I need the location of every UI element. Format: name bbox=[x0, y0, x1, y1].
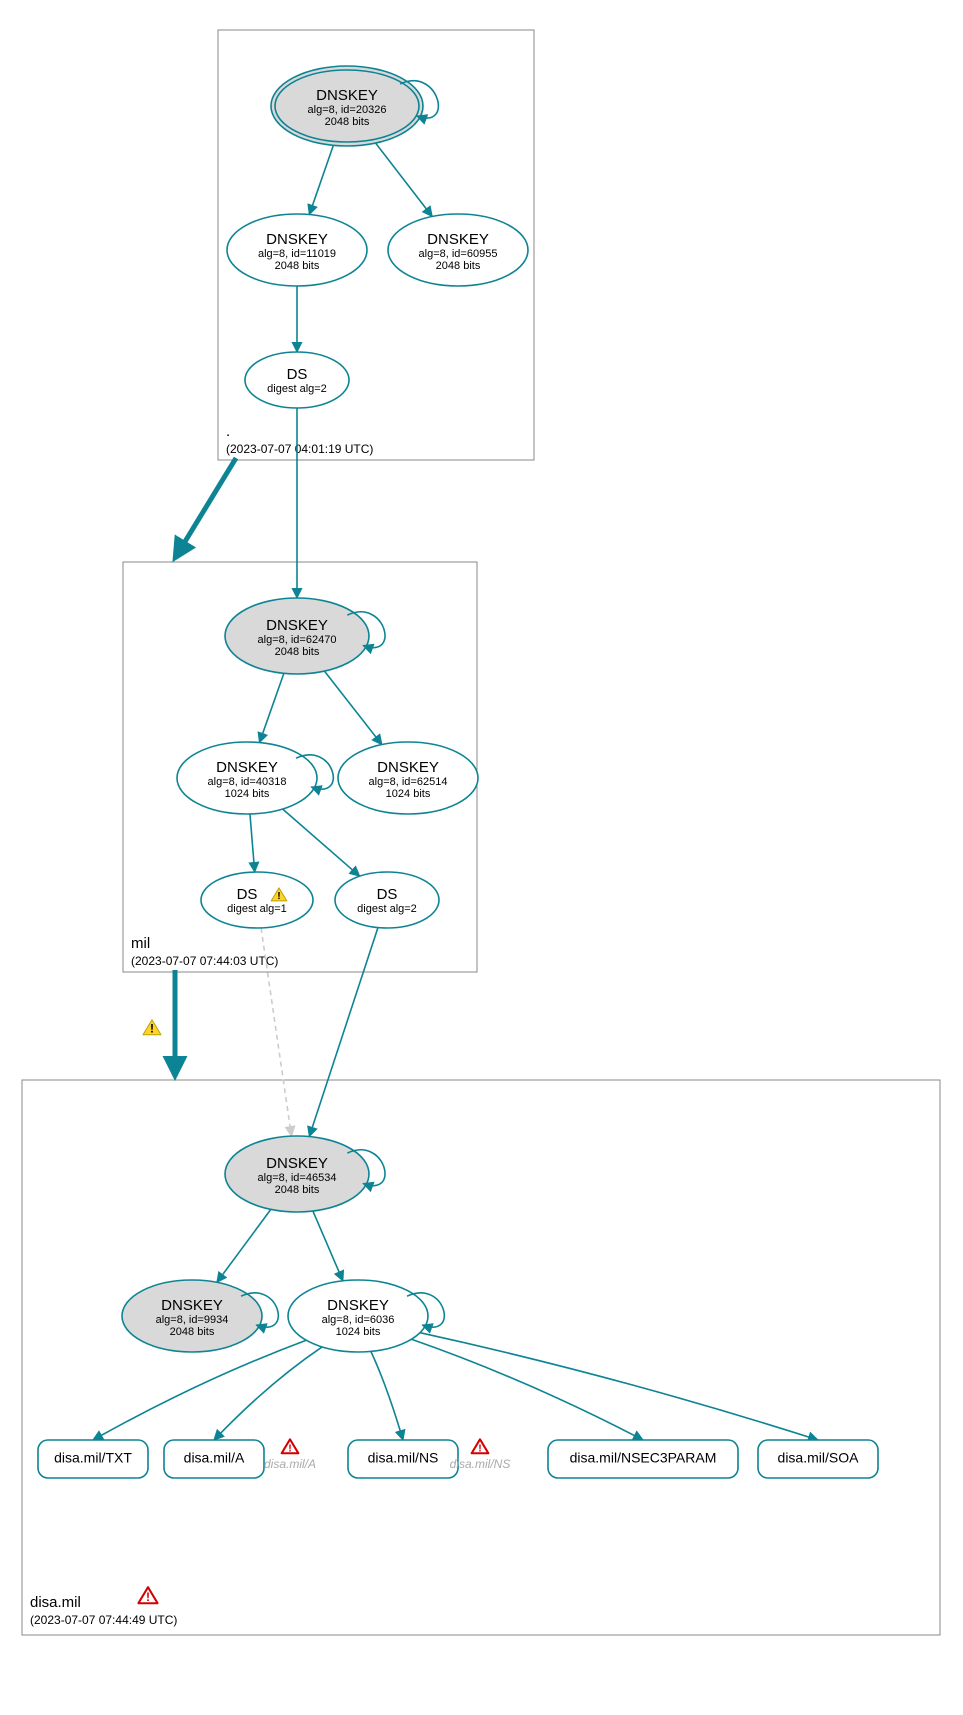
rrset-label: disa.mil/SOA bbox=[778, 1450, 860, 1466]
ghost-rrset-label: disa.mil/NS bbox=[450, 1457, 511, 1471]
zone-disa: disa.mil (2023-07-07 07:44:49 UTC)! bbox=[22, 1080, 940, 1635]
node-sub1: alg=8, id=6036 bbox=[322, 1314, 395, 1326]
rr-txt: disa.mil/TXT bbox=[38, 1440, 148, 1478]
mil-ds1: DS!digest alg=1 bbox=[201, 872, 313, 928]
svg-text:!: ! bbox=[277, 891, 280, 902]
rr-ns: disa.mil/NS bbox=[348, 1440, 458, 1478]
edge bbox=[324, 671, 381, 744]
zone-timestamp: (2023-07-07 07:44:49 UTC) bbox=[30, 1613, 177, 1627]
node-sub1: digest alg=2 bbox=[357, 903, 417, 915]
node-sub1: alg=8, id=40318 bbox=[208, 776, 287, 788]
node-sub2: 2048 bits bbox=[436, 260, 481, 272]
edge bbox=[411, 1339, 643, 1440]
error-icon: ! bbox=[282, 1439, 299, 1454]
root-zsk1: DNSKEYalg=8, id=110192048 bits bbox=[227, 214, 367, 286]
node-title: DS bbox=[287, 366, 308, 383]
svg-text:!: ! bbox=[150, 1022, 154, 1036]
edge bbox=[217, 1209, 271, 1282]
zone-label: . bbox=[226, 423, 230, 440]
mil-ds2: DSdigest alg=2 bbox=[335, 872, 439, 928]
node-sub2: 1024 bits bbox=[336, 1326, 381, 1338]
mil-ksk: DNSKEYalg=8, id=624702048 bits bbox=[225, 598, 385, 674]
node-title: DNSKEY bbox=[266, 617, 328, 634]
rrset-label: disa.mil/TXT bbox=[54, 1450, 132, 1466]
error-icon: ! bbox=[472, 1439, 489, 1454]
root-ds: DSdigest alg=2 bbox=[245, 352, 349, 408]
edge bbox=[376, 143, 433, 216]
zone-label: mil bbox=[131, 935, 150, 952]
node-title: DNSKEY bbox=[427, 231, 489, 248]
zone-timestamp: (2023-07-07 07:44:03 UTC) bbox=[131, 954, 278, 968]
node-sub1: alg=8, id=11019 bbox=[258, 248, 336, 260]
edge bbox=[371, 1351, 403, 1440]
edge bbox=[420, 1333, 818, 1440]
node-sub1: alg=8, id=20326 bbox=[308, 104, 387, 116]
disa-zsk1: DNSKEYalg=8, id=99342048 bits bbox=[122, 1280, 278, 1352]
rr-a: disa.mil/A bbox=[164, 1440, 264, 1478]
warning-icon: ! bbox=[143, 1020, 161, 1036]
node-sub1: digest alg=1 bbox=[227, 903, 287, 915]
node-sub2: 2048 bits bbox=[275, 646, 320, 658]
node-sub2: 2048 bits bbox=[275, 1184, 320, 1196]
node-sub2: 2048 bits bbox=[275, 260, 320, 272]
node-sub2: 2048 bits bbox=[170, 1326, 215, 1338]
svg-text:!: ! bbox=[478, 1442, 482, 1454]
mil-zsk2: DNSKEYalg=8, id=625141024 bits bbox=[338, 742, 478, 814]
node-title: DNSKEY bbox=[316, 87, 378, 104]
node-title: DNSKEY bbox=[216, 759, 278, 776]
node-title: DS bbox=[377, 886, 398, 903]
edge bbox=[309, 928, 378, 1137]
edge bbox=[93, 1340, 306, 1440]
zone-arrow bbox=[175, 458, 236, 558]
node-title: DNSKEY bbox=[161, 1297, 223, 1314]
node-sub2: 2048 bits bbox=[325, 116, 370, 128]
node-sub1: alg=8, id=62514 bbox=[369, 776, 448, 788]
edge bbox=[283, 809, 360, 876]
ghost-rrset-label: disa.mil/A bbox=[264, 1457, 316, 1471]
rrset-label: disa.mil/NSEC3PARAM bbox=[570, 1450, 717, 1466]
dnssec-diagram: . (2023-07-07 04:01:19 UTC) mil (2023-07-07… bbox=[0, 0, 963, 1715]
rrset-label: disa.mil/NS bbox=[368, 1450, 439, 1466]
rrset-label: disa.mil/A bbox=[184, 1450, 245, 1466]
node-sub2: 1024 bits bbox=[225, 788, 270, 800]
node-title: DNSKEY bbox=[266, 231, 328, 248]
root-ksk: DNSKEYalg=8, id=203262048 bits bbox=[271, 66, 438, 146]
rr-a-ghost: ! disa.mil/A bbox=[264, 1439, 316, 1471]
edge bbox=[259, 673, 283, 742]
edge bbox=[309, 145, 333, 214]
zone-label: disa.mil bbox=[30, 1594, 81, 1611]
error-icon: ! bbox=[138, 1587, 157, 1604]
zone-timestamp: (2023-07-07 04:01:19 UTC) bbox=[226, 442, 373, 456]
mil-zsk1: DNSKEYalg=8, id=403181024 bits bbox=[177, 742, 333, 814]
root-zsk2: DNSKEYalg=8, id=609552048 bits bbox=[388, 214, 528, 286]
disa-zsk2: DNSKEYalg=8, id=60361024 bits bbox=[288, 1280, 444, 1352]
node-sub1: alg=8, id=9934 bbox=[156, 1314, 229, 1326]
edge bbox=[214, 1347, 322, 1440]
node-title: DNSKEY bbox=[327, 1297, 389, 1314]
node-sub1: alg=8, id=46534 bbox=[258, 1172, 337, 1184]
node-sub1: alg=8, id=60955 bbox=[419, 248, 498, 260]
node-sub2: 1024 bits bbox=[386, 788, 431, 800]
rrsets-layer: disa.mil/TXT disa.mil/A disa.mil/NS disa.mi… bbox=[38, 1439, 878, 1478]
node-sub1: digest alg=2 bbox=[267, 383, 327, 395]
node-title: DS bbox=[237, 886, 258, 903]
node-title: DNSKEY bbox=[266, 1155, 328, 1172]
edge bbox=[313, 1211, 343, 1281]
svg-text:!: ! bbox=[288, 1442, 292, 1454]
disa-ksk: DNSKEYalg=8, id=465342048 bits bbox=[225, 1136, 385, 1212]
svg-text:!: ! bbox=[146, 1590, 150, 1604]
rr-soa: disa.mil/SOA bbox=[758, 1440, 878, 1478]
nodes-layer: DNSKEYalg=8, id=203262048 bitsDNSKEYalg=… bbox=[122, 66, 528, 1352]
node-title: DNSKEY bbox=[377, 759, 439, 776]
node-sub1: alg=8, id=62470 bbox=[258, 634, 337, 646]
edge bbox=[250, 814, 255, 872]
rr-nsec: disa.mil/NSEC3PARAM bbox=[548, 1440, 738, 1478]
